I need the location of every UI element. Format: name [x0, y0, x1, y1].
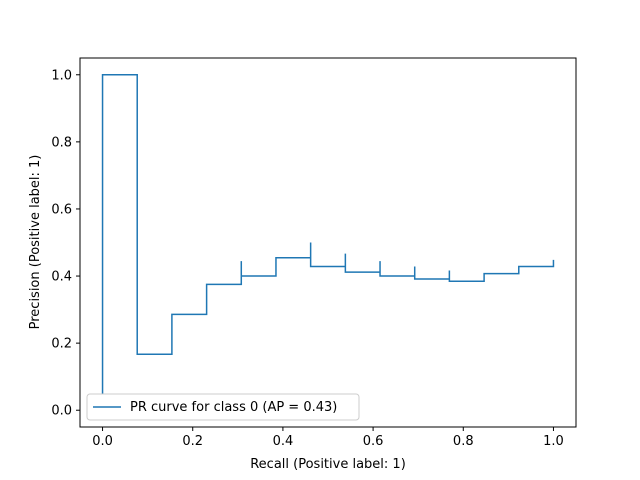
legend: PR curve for class 0 (AP = 0.43)	[86, 393, 360, 421]
axes: 0.0 0.2 0.4 0.6 0.8 1.0 0.0 0.2 0.4 0.6 0.8 1.0	[51, 57, 577, 449]
x-tick-label: 0.6	[363, 434, 384, 449]
axes-frame	[79, 57, 577, 428]
y-axis-label: Precision (Positive label: 1)	[28, 155, 43, 330]
y-tick-label: 0.2	[51, 337, 72, 352]
pr-curve-line	[101, 74, 555, 394]
x-tick-label: 1.0	[543, 434, 564, 449]
legend-box	[86, 393, 360, 421]
x-tick-label: 0.0	[92, 434, 113, 449]
plot-area	[101, 74, 555, 394]
y-tick-label: 0.4	[51, 270, 72, 285]
x-tick-label: 0.2	[182, 434, 203, 449]
x-axis-label: Recall (Positive label: 1)	[250, 457, 406, 472]
y-tick-label: 0.8	[51, 135, 72, 150]
x-tick-label: 0.8	[453, 434, 474, 449]
y-tick-label: 0.6	[51, 202, 72, 217]
y-tick-label: 0.0	[51, 404, 72, 419]
y-tick-label: 1.0	[51, 68, 72, 83]
x-tick-label: 0.4	[273, 434, 294, 449]
legend-label: PR curve for class 0 (AP = 0.43)	[130, 400, 337, 415]
